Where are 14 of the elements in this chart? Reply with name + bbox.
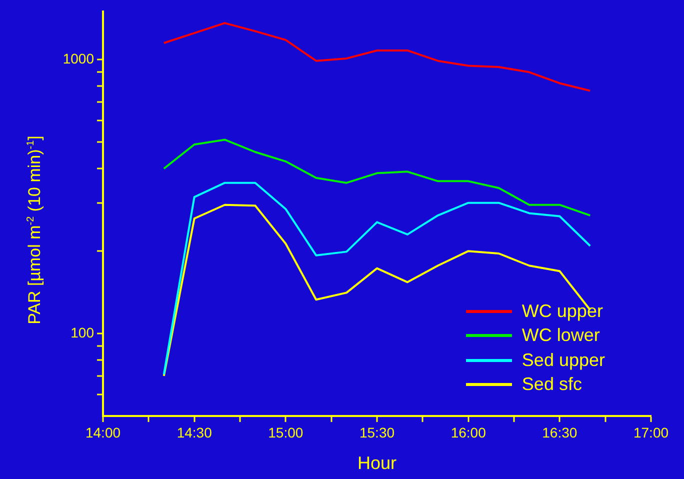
legend-label: Sed sfc <box>522 374 582 396</box>
x-tick-label: 14:30 <box>176 424 212 440</box>
legend-label: WC lower <box>522 325 600 346</box>
legend-label: Sed upper <box>522 350 605 371</box>
x-tick-label: 14:00 <box>85 424 121 440</box>
y-tick-label: 1000 <box>62 50 94 66</box>
legend-label: WC upper <box>522 300 603 322</box>
x-tick-label: 16:00 <box>450 424 486 440</box>
x-tick-label: 15:30 <box>359 424 395 440</box>
x-tick-label: 15:00 <box>268 424 304 440</box>
x-tick-label: 17:00 <box>633 424 669 440</box>
x-axis-title: Hour <box>357 453 397 474</box>
y-tick-label: 100 <box>70 324 94 340</box>
x-tick-label: 16:30 <box>542 424 578 440</box>
